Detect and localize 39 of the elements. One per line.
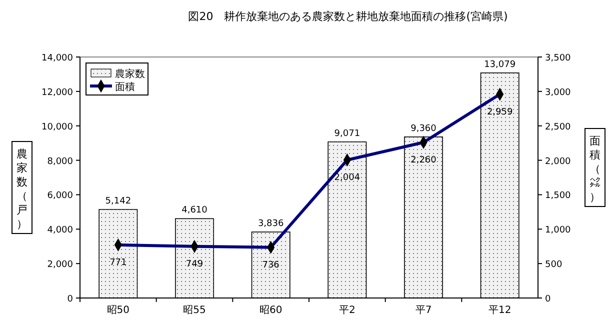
x-tick-label: 昭55 — [183, 305, 206, 316]
y2-tick-label: 3,000 — [545, 88, 572, 98]
chart-title: 図20 耕作放棄地のある農家数と耕地放棄地面積の推移(宮崎県) — [188, 10, 508, 23]
x-tick-label: 昭60 — [259, 305, 282, 316]
data-label: 2,260 — [410, 155, 437, 166]
x-tick-label: 平2 — [338, 305, 356, 316]
data-label: 9,360 — [410, 124, 437, 134]
data-label: 2,959 — [486, 107, 513, 118]
y2-tick-label: 1,000 — [545, 226, 572, 236]
y2-tick-label: 2,000 — [545, 156, 572, 167]
x-tick-label: 昭50 — [106, 305, 130, 316]
data-label: 771 — [110, 258, 127, 268]
x-tick-label: 平12 — [488, 305, 512, 316]
data-label: 3,836 — [258, 218, 284, 229]
data-label: 4,610 — [182, 206, 208, 216]
y-tick-label: 0 — [67, 294, 74, 304]
y-tick-label: 14,000 — [42, 54, 74, 64]
data-label: 749 — [186, 259, 204, 270]
y2-tick-label: 2,500 — [545, 122, 572, 132]
data-label: 9,071 — [334, 128, 360, 139]
x-tick-label: 平7 — [415, 305, 432, 316]
y-tick-label: 12,000 — [42, 88, 74, 98]
y-tick-label: 4,000 — [47, 226, 74, 236]
data-label: 736 — [262, 260, 280, 270]
data-label: 13,079 — [484, 60, 516, 70]
y2-tick-label: 3,500 — [545, 54, 572, 64]
y2-tick-label: 500 — [545, 260, 562, 270]
y2-axis-title: 面積（㌶） — [590, 134, 600, 204]
legend-label: 面積 — [115, 81, 135, 93]
y-tick-label: 10,000 — [42, 122, 74, 132]
y-tick-label: 6,000 — [47, 191, 74, 202]
data-label: 2,004 — [334, 173, 360, 184]
y2-tick-label: 1,500 — [545, 191, 572, 202]
y-axis-title: 農家数（戸） — [16, 148, 28, 230]
y-tick-label: 8,000 — [47, 156, 74, 167]
y-tick-label: 2,000 — [47, 260, 74, 270]
data-label: 5,142 — [105, 196, 132, 206]
legend-label: 農家数 — [115, 68, 145, 80]
y2-tick-label: 0 — [545, 294, 551, 304]
